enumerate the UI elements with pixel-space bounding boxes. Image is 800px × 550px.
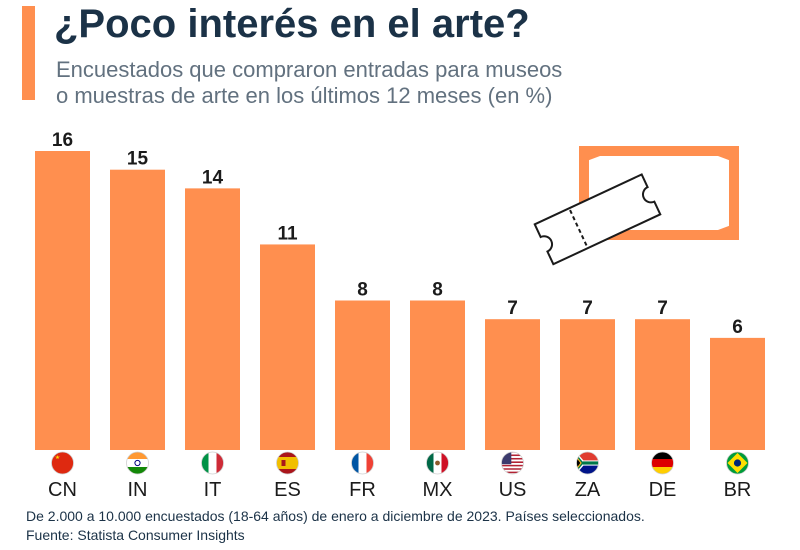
value-label-fr: 8 xyxy=(357,280,368,301)
value-label-in: 15 xyxy=(127,149,149,170)
bar-de xyxy=(635,319,690,450)
value-label-mx: 8 xyxy=(432,280,443,301)
bar-in xyxy=(110,169,165,450)
bar-br xyxy=(710,337,765,450)
bar-it xyxy=(185,188,240,450)
bar-fr xyxy=(335,300,390,450)
bar-za xyxy=(560,319,615,450)
bar-mx xyxy=(410,300,465,450)
category-label-es: ES xyxy=(274,479,301,501)
chart-subtitle: Encuestados que compraron entradas para … xyxy=(56,57,756,109)
subtitle-line-1: Encuestados que compraron entradas para … xyxy=(56,57,563,82)
bar-cn xyxy=(35,151,90,450)
category-label-za: ZA xyxy=(575,479,601,501)
za-flag-icon xyxy=(576,451,599,475)
us-flag-icon xyxy=(501,451,524,475)
value-label-it: 14 xyxy=(202,167,224,188)
it-flag-icon xyxy=(201,451,224,475)
value-label-es: 11 xyxy=(277,223,298,244)
category-label-it: IT xyxy=(204,479,222,501)
value-label-za: 7 xyxy=(582,298,593,319)
survey-note: De 2.000 a 10.000 encuestados (18-64 año… xyxy=(26,508,645,524)
bar-es xyxy=(260,244,315,450)
cn-flag-icon xyxy=(51,451,74,475)
title-accent-bar xyxy=(22,6,35,100)
value-label-cn: 16 xyxy=(52,130,73,151)
category-label-in: IN xyxy=(128,479,148,501)
br-flag-icon xyxy=(726,451,749,475)
category-label-mx: MX xyxy=(423,479,453,501)
in-flag-icon xyxy=(126,451,149,475)
value-label-de: 7 xyxy=(657,298,668,319)
category-label-de: DE xyxy=(649,479,677,501)
subtitle-line-2: o muestras de arte en los últimos 12 mes… xyxy=(56,83,553,108)
category-label-fr: FR xyxy=(349,479,376,501)
category-label-cn: CN xyxy=(48,479,77,501)
footnote: De 2.000 a 10.000 encuestados (18-64 año… xyxy=(26,507,645,545)
bars-layer: 16 CN 15 IN 14 IT 11 ES 8 FR 8 MX 7 US 7 ZA 7 DE 6 BR xyxy=(35,130,765,501)
de-flag-icon xyxy=(651,451,674,475)
es-flag-icon xyxy=(276,451,299,475)
ticket-in-frame-icon xyxy=(533,146,739,266)
page-title: ¿Poco interés en el arte? xyxy=(54,2,530,46)
mx-flag-icon xyxy=(426,451,449,475)
category-label-us: US xyxy=(499,479,527,501)
value-label-us: 7 xyxy=(507,298,518,319)
fr-flag-icon xyxy=(351,451,374,475)
value-label-br: 6 xyxy=(732,317,743,338)
source-note: Fuente: Statista Consumer Insights xyxy=(26,527,245,543)
category-label-br: BR xyxy=(724,479,752,501)
bar-us xyxy=(485,319,540,450)
flags-layer xyxy=(51,451,749,475)
